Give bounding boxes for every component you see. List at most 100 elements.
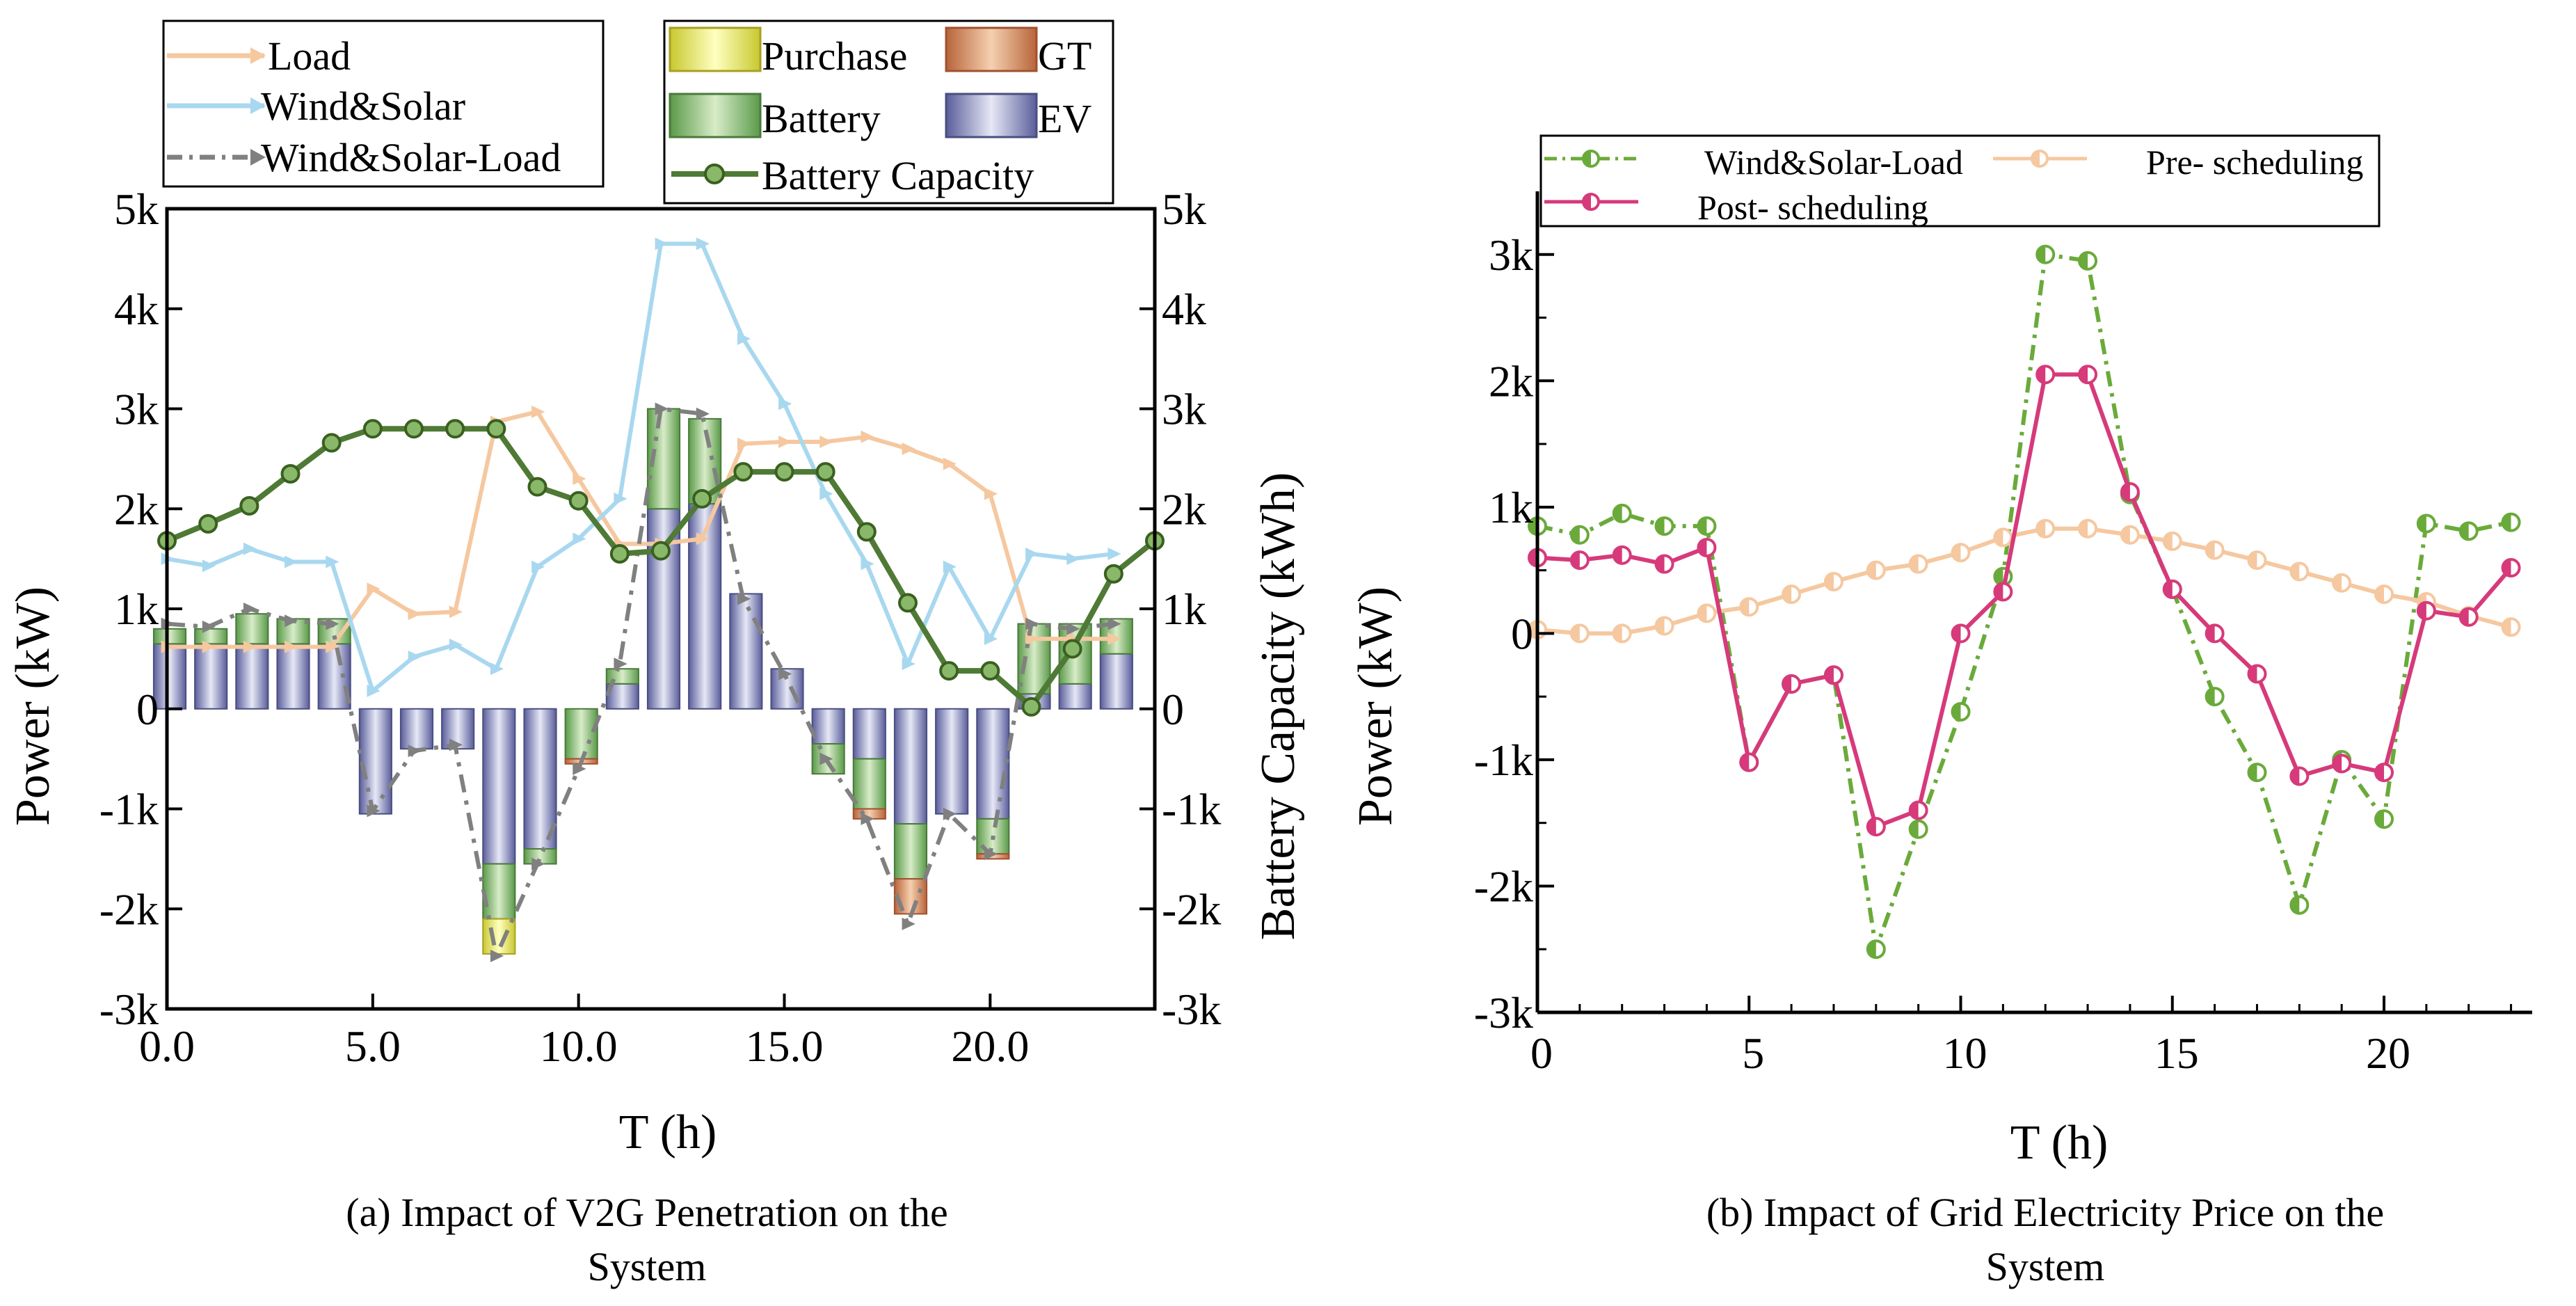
b-point-wind-solar-load-10: [1951, 701, 1971, 722]
b-point-wind-solar-load-16: [2205, 687, 2225, 707]
b-line-pre-scheduling: [1537, 526, 2512, 636]
point-battery-capacity-21: [1021, 696, 1041, 717]
bar-ev-17: [852, 708, 886, 760]
bar-ev-12: [646, 508, 681, 710]
point-battery-capacity-9: [527, 477, 547, 497]
point-wind-solar-3: [285, 555, 298, 568]
bar-ev-5: [358, 708, 392, 815]
chart-b-xlabel: T (h): [2010, 1116, 2109, 1170]
chart-a: -3k -3k -2k -2k -1k -1k 0 0 1k 1k 2k 2k 3k 3k 4k 4k 5k 5k…: [6, 19, 1305, 1289]
bar-ev-14: [729, 593, 763, 710]
bar-battery-8: [482, 863, 516, 920]
point-wind-solar-load-23: [1107, 617, 1121, 630]
b-point-post-scheduling-15: [2162, 579, 2182, 599]
bar-ev-9: [523, 708, 557, 850]
point-wind-solar-8: [490, 662, 504, 676]
xtick-label-0: 0.0: [139, 1021, 195, 1071]
b-point-pre-scheduling-8: [1866, 560, 1886, 580]
point-battery-capacity-2: [239, 495, 259, 516]
b-point-post-scheduling-16: [2205, 623, 2225, 644]
bar-battery-17: [852, 758, 886, 810]
point-load-2: [243, 640, 257, 653]
legend-battery-capacity: Battery Capacity: [762, 153, 1034, 198]
ytick-label-left-4: 1k: [114, 584, 159, 634]
legend-wind-solar-load: Wind&Solar-Load: [261, 135, 561, 180]
line-wind-solar-load: [166, 406, 1114, 958]
point-battery-capacity-4: [321, 433, 342, 453]
b-point-pre-scheduling-12: [2035, 518, 2056, 539]
point-battery-capacity-14: [733, 462, 753, 482]
point-wind-solar-10: [573, 532, 586, 546]
b-point-post-scheduling-10: [1951, 623, 1971, 644]
chart-a-lines: [157, 237, 1165, 962]
b-point-post-scheduling-18: [2289, 766, 2310, 786]
b-point-post-scheduling-8: [1866, 817, 1886, 837]
bar-ev-16: [811, 708, 845, 745]
point-load-17: [861, 430, 874, 443]
b-point-pre-scheduling-10: [1951, 543, 1971, 563]
point-wind-solar-22: [1066, 552, 1080, 566]
chart-b-caption-line2: System: [1986, 1244, 2105, 1289]
chart-a-y2label: Battery Capacity (kWh): [1251, 472, 1305, 941]
point-load-16: [819, 435, 833, 448]
point-load-18: [902, 443, 915, 455]
legend-b-pre-scheduling: Pre- scheduling: [2146, 143, 2363, 182]
point-wind-solar-load-20: [984, 847, 998, 861]
legend-ev: EV: [1038, 96, 1091, 141]
point-load-10: [573, 472, 586, 486]
b-point-wind-solar-load-12: [2035, 244, 2056, 264]
point-wind-solar-load-22: [1066, 622, 1080, 635]
legend-load: Load: [268, 33, 351, 79]
point-wind-solar-load-11: [614, 658, 627, 671]
b-point-post-scheduling-19: [2332, 754, 2352, 774]
b-point-wind-solar-load-1: [1569, 525, 1590, 545]
bar-ev-2: [235, 643, 269, 710]
b-point-wind-solar-load-23: [2501, 512, 2521, 532]
b-point-pre-scheduling-23: [2501, 617, 2521, 637]
point-load-23: [1107, 632, 1121, 646]
chart-a-caption-line2: System: [588, 1244, 707, 1289]
point-load-1: [202, 640, 216, 653]
b-ytick-label-3: 0: [1511, 609, 1533, 658]
ytick-label-left-6: 3k: [114, 385, 159, 434]
b-point-wind-solar-load-2: [1612, 503, 1632, 523]
point-wind-solar-15: [778, 397, 792, 411]
chart-a-xlabel: T (h): [619, 1106, 717, 1159]
point-wind-solar-11: [614, 492, 627, 505]
point-wind-solar-20: [984, 632, 998, 646]
b-ytick-label-0: -3k: [1474, 988, 1533, 1037]
point-battery-capacity-23: [1103, 564, 1123, 584]
xtick-label-2: 10.0: [540, 1021, 618, 1071]
point-battery-capacity-22: [1062, 639, 1082, 659]
xtick-label-1: 5.0: [345, 1021, 401, 1071]
point-wind-solar-5: [367, 684, 381, 697]
b-point-pre-scheduling-2: [1612, 623, 1632, 644]
b-point-pre-scheduling-5: [1739, 597, 1759, 617]
chart-a-legend-bars: Purchase GT Battery EV Battery Capacity: [663, 19, 1114, 205]
b-point-post-scheduling-4: [1697, 537, 1717, 557]
b-xtick-label-4: 20: [2366, 1028, 2410, 1078]
point-wind-solar-load-2: [243, 603, 257, 615]
legend-purchase: Purchase: [762, 33, 907, 79]
chart-b-legend: Wind&Solar-Load Pre- scheduling Post- sc…: [1539, 134, 2381, 228]
ytick-label-right-2: -1k: [1162, 785, 1221, 834]
point-wind-solar-23: [1107, 547, 1121, 560]
xtick-label-4: 20.0: [951, 1021, 1029, 1071]
legend-wind-solar: Wind&Solar: [261, 83, 465, 129]
chart-a-axes: -3k -3k -2k -2k -1k -1k 0 0 1k 1k 2k 2k 3k 3k 4k 4k 5k 5k…: [99, 184, 1222, 1071]
ytick-label-right-3: 0: [1162, 685, 1184, 734]
point-wind-solar-4: [326, 555, 339, 568]
b-point-post-scheduling-17: [2247, 664, 2267, 684]
b-point-pre-scheduling-6: [1782, 584, 1802, 605]
bar-ev-0: [152, 643, 187, 710]
point-wind-solar-load-18: [902, 917, 915, 930]
point-wind-solar-load-6: [408, 744, 422, 758]
point-battery-capacity-3: [280, 463, 301, 484]
point-wind-solar-load-19: [943, 807, 957, 820]
point-wind-solar-load-17: [861, 812, 874, 825]
b-point-post-scheduling-21: [2416, 600, 2436, 621]
point-load-13: [696, 532, 710, 546]
point-battery-capacity-15: [774, 462, 794, 482]
b-point-pre-scheduling-1: [1569, 623, 1590, 644]
